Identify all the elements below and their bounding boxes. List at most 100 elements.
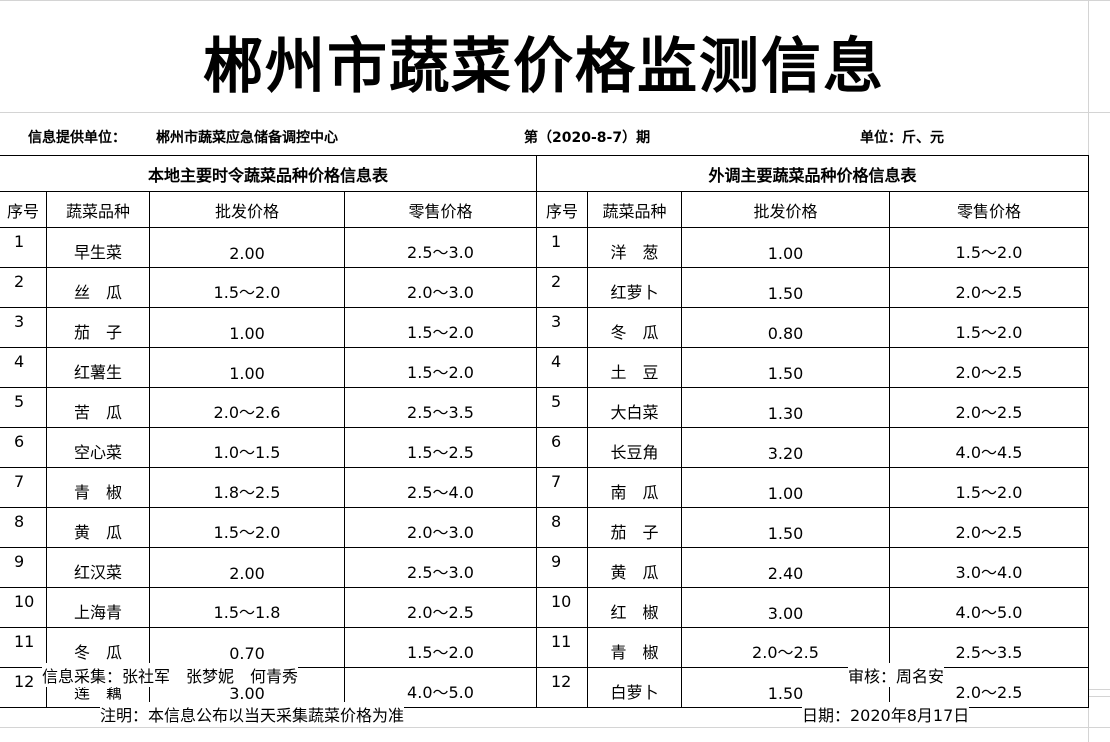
wholesale-price: 2.0～2.5 (681, 627, 890, 668)
wholesale-price: 1.50 (681, 267, 890, 308)
vegetable-name: 南 瓜 (587, 467, 682, 508)
row-number: 4 (536, 347, 588, 388)
column-header: 蔬菜品种 (587, 191, 682, 228)
vegetable-name: 大白菜 (587, 387, 682, 428)
table-row: 11 冬 瓜 0.70 1.5～2.0 11 青 椒 2.0～2.5 2.5～3.5 (0, 627, 1089, 668)
table-row: 6 空心菜 1.0～1.5 1.5～2.5 6 长豆角 3.20 4.0～4.5 (0, 427, 1089, 468)
retail-price: 1.5～2.0 (889, 227, 1089, 268)
row-number: 9 (0, 547, 47, 588)
vegetable-name: 黄 瓜 (587, 547, 682, 588)
provider-label: 信息提供单位： (28, 130, 126, 146)
wholesale-price: 1.50 (681, 507, 890, 548)
date: 日期：2020年8月17日 (802, 702, 970, 726)
wholesale-price: 1.0～1.5 (149, 427, 345, 468)
wholesale-price: 1.30 (681, 387, 890, 428)
vegetable-name: 冬 瓜 (46, 627, 150, 668)
table-row: 4 红薯生 1.00 1.5～2.0 4 土 豆 1.50 2.0～2.5 (0, 347, 1089, 388)
vegetable-name: 红汉菜 (46, 547, 150, 588)
local-table-heading: 本地主要时令蔬菜品种价格信息表 (0, 155, 537, 192)
row-number: 6 (536, 427, 588, 468)
row-number: 2 (0, 267, 47, 308)
retail-price: 2.0～3.0 (344, 507, 537, 548)
price-table: 本地主要时令蔬菜品种价格信息表 外调主要蔬菜品种价格信息表 序号 蔬菜品种 批发价格 零售… (0, 155, 1089, 708)
vegetable-name: 白萝卜 (587, 667, 682, 708)
row-number: 1 (536, 227, 588, 268)
wholesale-price: 1.5～2.0 (149, 507, 345, 548)
gridline (0, 112, 1110, 113)
gridline (0, 727, 1110, 728)
column-header: 序号 (536, 191, 588, 228)
row-number: 4 (0, 347, 47, 388)
collectors: 信息采集：张社军 张梦妮 何青秀 (42, 663, 299, 687)
retail-price: 2.5～4.0 (344, 467, 537, 508)
retail-price: 2.0～2.5 (889, 387, 1089, 428)
vegetable-name: 土 豆 (587, 347, 682, 388)
table-row: 10 上海青 1.5～1.8 2.0～2.5 10 红 椒 3.00 4.0～5.0 (0, 587, 1089, 628)
row-number: 3 (536, 307, 588, 348)
retail-price: 4.0～4.5 (889, 427, 1089, 468)
wholesale-price: 2.00 (149, 227, 345, 268)
wholesale-price: 2.0～2.6 (149, 387, 345, 428)
issue-number: 第（2020-8-7）期 (524, 130, 651, 146)
vegetable-name: 长豆角 (587, 427, 682, 468)
row-number: 8 (0, 507, 47, 548)
column-header: 批发价格 (149, 191, 345, 228)
vegetable-name: 黄 瓜 (46, 507, 150, 548)
column-header: 序号 (0, 191, 47, 228)
retail-price: 2.5～3.0 (344, 227, 537, 268)
wholesale-price: 1.5～2.0 (149, 267, 345, 308)
retail-price: 1.5～2.0 (344, 347, 537, 388)
table-row: 12 莲 藕 3.00 4.0～5.0 12 白萝卜 1.50 2.0～2.5 (0, 667, 1089, 708)
wholesale-price: 0.70 (149, 627, 345, 668)
table-row: 9 红汉菜 2.00 2.5～3.0 9 黄 瓜 2.40 3.0～4.0 (0, 547, 1089, 588)
vegetable-name: 苦 瓜 (46, 387, 150, 428)
note: 注明：本信息公布以当天采集蔬菜价格为准 (100, 702, 405, 726)
provider: 郴州市蔬菜应急储备调控中心 (156, 130, 338, 146)
vegetable-name: 上海青 (46, 587, 150, 628)
retail-price: 2.0～2.5 (889, 507, 1089, 548)
table-row: 1 早生菜 2.00 2.5～3.0 1 洋 葱 1.00 1.5～2.0 (0, 227, 1089, 268)
vegetable-name: 冬 瓜 (587, 307, 682, 348)
row-number: 8 (536, 507, 588, 548)
column-header: 蔬菜品种 (46, 191, 150, 228)
row-number: 5 (0, 387, 47, 428)
wholesale-price: 1.5～1.8 (149, 587, 345, 628)
row-number: 12 (536, 667, 588, 708)
retail-price: 1.5～2.0 (889, 467, 1089, 508)
vegetable-name: 洋 葱 (587, 227, 682, 268)
row-number: 9 (536, 547, 588, 588)
row-number: 10 (0, 587, 47, 628)
wholesale-price: 1.8～2.5 (149, 467, 345, 508)
wholesale-price: 1.00 (149, 347, 345, 388)
retail-price: 4.0～5.0 (889, 587, 1089, 628)
vegetable-name: 茄 子 (587, 507, 682, 548)
retail-price: 2.0～3.0 (344, 267, 537, 308)
vegetable-name: 空心菜 (46, 427, 150, 468)
column-header: 零售价格 (344, 191, 537, 228)
wholesale-price: 0.80 (681, 307, 890, 348)
reviewer: 审核：周名安 (848, 663, 945, 687)
vegetable-name: 红 椒 (587, 587, 682, 628)
column-header: 零售价格 (889, 191, 1089, 228)
column-header: 批发价格 (681, 191, 890, 228)
section-heading-row: 本地主要时令蔬菜品种价格信息表 外调主要蔬菜品种价格信息表 (0, 155, 1089, 192)
retail-price: 2.0～2.5 (344, 587, 537, 628)
unit: 单位：斤、元 (860, 130, 944, 146)
wholesale-price: 1.50 (681, 667, 890, 708)
wholesale-price: 2.00 (149, 547, 345, 588)
retail-price: 1.5～2.0 (344, 627, 537, 668)
wholesale-price: 3.20 (681, 427, 890, 468)
row-number: 5 (536, 387, 588, 428)
wholesale-price: 3.00 (681, 587, 890, 628)
retail-price: 1.5～2.0 (344, 307, 537, 348)
retail-price: 4.0～5.0 (344, 667, 537, 708)
retail-price: 1.5～2.5 (344, 427, 537, 468)
vegetable-name: 早生菜 (46, 227, 150, 268)
wholesale-price: 1.00 (149, 307, 345, 348)
row-number: 7 (0, 467, 47, 508)
row-number: 7 (536, 467, 588, 508)
row-number: 2 (536, 267, 588, 308)
row-number: 12 (0, 667, 47, 708)
